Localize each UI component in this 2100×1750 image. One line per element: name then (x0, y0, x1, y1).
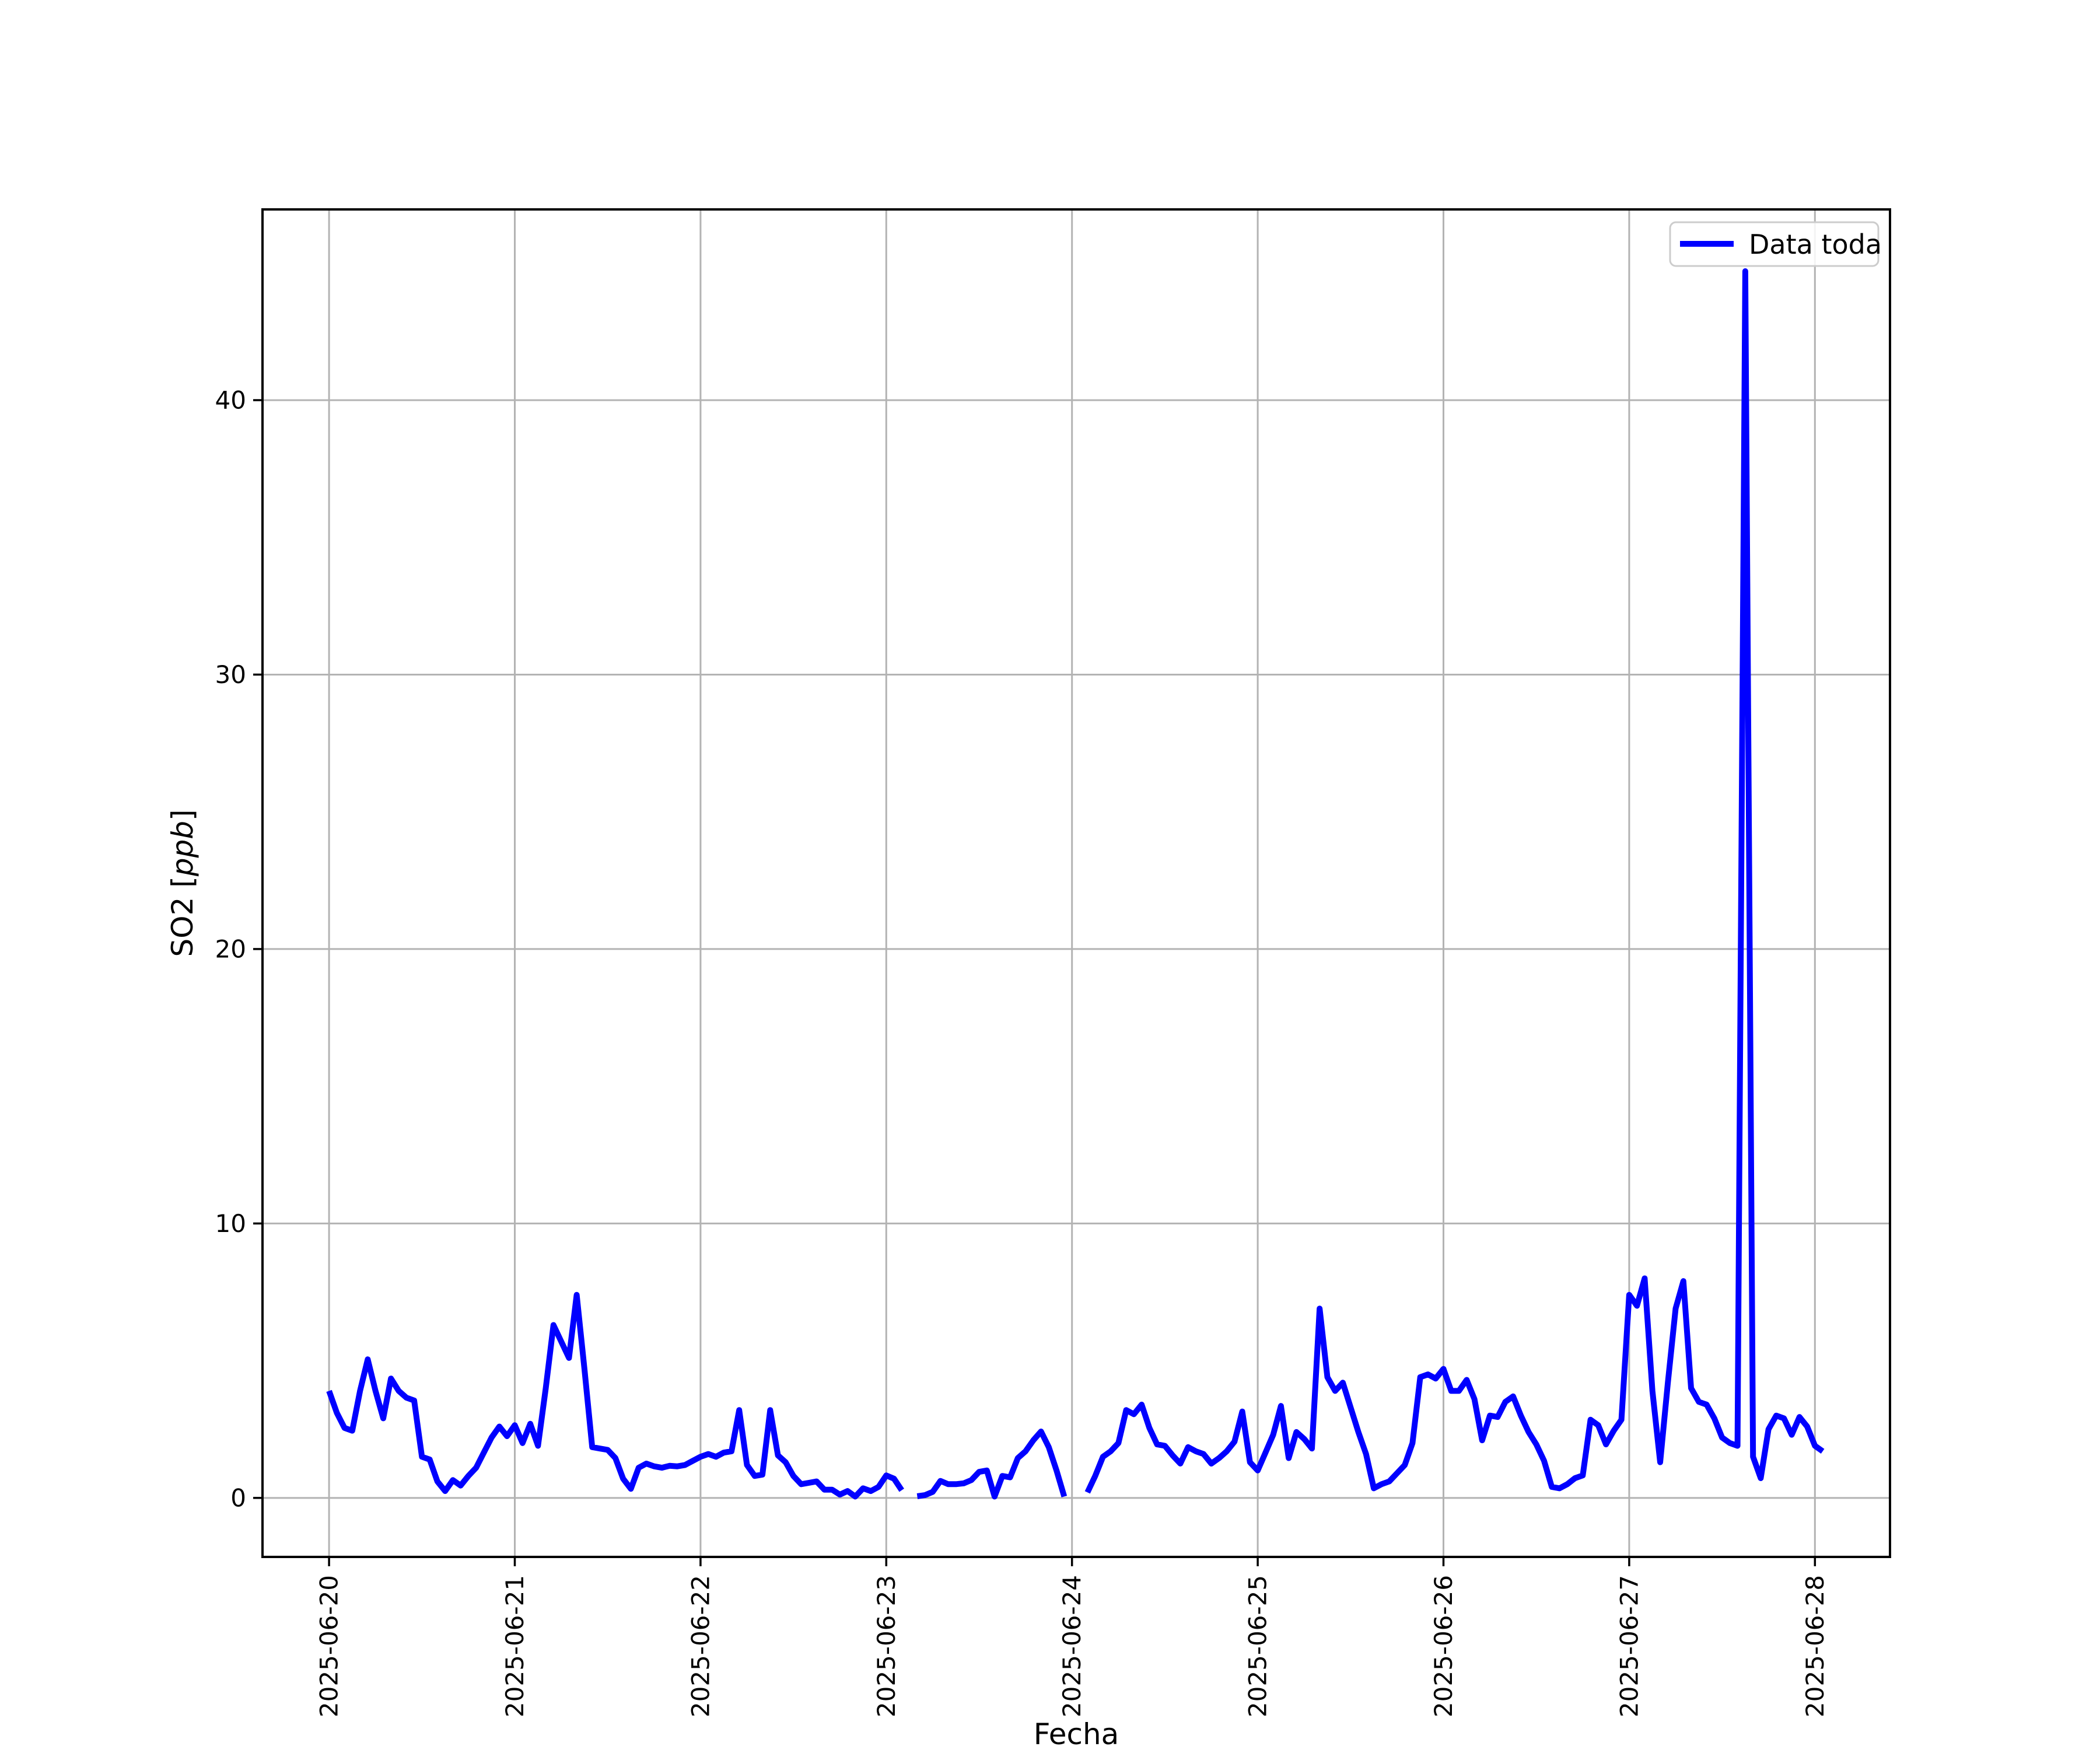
series-path (326, 268, 1825, 1500)
legend: Data toda (1669, 221, 1882, 267)
x-tick-label: 2025-06-24 (1058, 1575, 1086, 1717)
y-axis-label: SO2 [ppb] (166, 809, 200, 957)
plot-border (261, 208, 1891, 1558)
y-tick-labels: 0 10 20 30 40 (215, 386, 246, 1512)
x-tick-label: 2025-06-25 (1244, 1575, 1272, 1717)
x-tick-label: 2025-06-21 (501, 1575, 529, 1717)
x-tick-label: 2025-06-28 (1801, 1575, 1829, 1717)
x-tick-label: 2025-06-23 (872, 1575, 901, 1717)
data-series-line (326, 268, 1825, 1500)
y-axis-label-units: ppb (166, 821, 200, 877)
y-tick-label: 30 (215, 660, 246, 689)
x-tick-label: 2025-06-20 (315, 1575, 344, 1717)
legend-label: Data toda (1749, 229, 1882, 260)
y-tick-label: 0 (230, 1483, 246, 1512)
x-tick-label: 2025-06-27 (1615, 1575, 1643, 1717)
x-tick-label: 2025-06-26 (1429, 1575, 1458, 1717)
y-tick-label: 20 (215, 935, 246, 963)
y-axis-label-prefix: SO2 [ (166, 876, 200, 957)
axis-ticks (253, 399, 1817, 1566)
x-axis-label: Fecha (1034, 1717, 1119, 1750)
legend-box (1669, 221, 1880, 267)
y-tick-label: 40 (215, 386, 246, 414)
gridlines (262, 209, 1890, 1557)
y-axis-label-suffix: ] (166, 809, 200, 821)
y-tick-label: 10 (215, 1209, 246, 1238)
x-tick-label: 2025-06-22 (686, 1575, 715, 1717)
x-tick-labels: 2025-06-20 2025-06-21 2025-06-22 2025-06-23… (315, 1575, 1829, 1717)
